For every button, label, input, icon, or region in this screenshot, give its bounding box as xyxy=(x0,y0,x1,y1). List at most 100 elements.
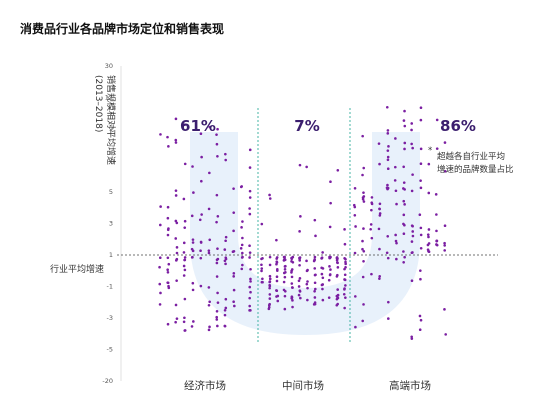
y-tick-label: 3 xyxy=(109,220,113,228)
brand-point xyxy=(240,243,244,247)
brand-point xyxy=(427,162,431,166)
brand-point xyxy=(199,240,203,244)
brand-point xyxy=(248,309,251,312)
brand-point xyxy=(419,318,423,322)
brand-point xyxy=(403,109,406,113)
brand-point xyxy=(386,155,390,159)
brand-point xyxy=(268,297,272,300)
segment-dividers xyxy=(257,108,351,344)
brand-point xyxy=(191,238,195,241)
brand-point xyxy=(327,278,331,282)
brand-point xyxy=(183,258,186,262)
brand-point xyxy=(166,322,170,326)
brand-point xyxy=(208,325,211,329)
brand-point xyxy=(411,230,415,233)
brand-point xyxy=(216,324,219,328)
brand-point xyxy=(336,168,340,172)
brand-point xyxy=(233,304,236,308)
brand-point xyxy=(183,219,187,223)
brand-point xyxy=(299,296,302,300)
brand-point xyxy=(239,247,243,250)
brand-point xyxy=(240,267,244,271)
brand-points xyxy=(158,105,447,340)
brand-point xyxy=(410,279,414,283)
brand-point xyxy=(313,258,316,261)
brand-point xyxy=(248,244,251,247)
brand-point xyxy=(159,223,162,227)
brand-point xyxy=(216,247,219,250)
brand-point xyxy=(419,118,423,122)
brand-point xyxy=(174,194,178,197)
brand-point xyxy=(418,328,422,332)
brand-point xyxy=(299,215,302,218)
brand-point xyxy=(329,255,332,259)
brand-point xyxy=(190,256,194,259)
brand-point xyxy=(283,275,287,279)
brand-point xyxy=(261,277,264,281)
brand-point xyxy=(403,203,406,206)
brand-point xyxy=(353,187,357,190)
brand-point xyxy=(305,282,309,286)
brand-point xyxy=(241,263,244,267)
brand-point xyxy=(159,291,162,295)
brand-point xyxy=(240,226,243,229)
brand-point xyxy=(344,260,347,264)
brand-point xyxy=(198,218,202,222)
brand-point xyxy=(182,264,186,268)
brand-point xyxy=(427,250,431,254)
brand-point xyxy=(291,299,294,302)
brand-point xyxy=(191,281,195,285)
brand-point xyxy=(361,275,365,279)
y-tick-label: -5 xyxy=(107,346,113,354)
brand-point xyxy=(386,132,390,135)
brand-point xyxy=(182,241,186,245)
brand-point xyxy=(290,282,294,285)
brand-point xyxy=(320,256,324,259)
brand-point xyxy=(395,257,398,261)
brand-point xyxy=(183,256,187,259)
brand-point xyxy=(343,288,346,291)
brand-point xyxy=(260,269,263,273)
brand-point xyxy=(335,294,339,298)
brand-point xyxy=(362,250,366,253)
brand-point xyxy=(427,191,431,195)
brand-point xyxy=(166,228,170,232)
brand-point xyxy=(394,165,397,169)
brand-point xyxy=(290,268,294,271)
brand-point xyxy=(377,142,381,145)
brand-point xyxy=(313,296,317,299)
brand-point xyxy=(232,275,236,278)
brand-point xyxy=(402,181,406,184)
brand-point xyxy=(291,260,295,264)
brand-point xyxy=(410,240,414,243)
brand-point xyxy=(361,239,364,243)
brand-point xyxy=(297,285,301,288)
brand-point xyxy=(321,251,324,254)
brand-point xyxy=(290,271,293,274)
brand-point xyxy=(248,212,252,216)
brand-point xyxy=(343,228,346,231)
brand-point xyxy=(410,335,413,339)
brand-point xyxy=(343,242,347,246)
brand-point xyxy=(419,147,423,151)
brand-point xyxy=(385,251,389,255)
brand-point xyxy=(248,251,252,254)
brand-point xyxy=(207,251,211,255)
brand-point xyxy=(426,243,430,247)
brand-point xyxy=(175,221,179,225)
y-tick-label: -3 xyxy=(107,314,113,322)
brand-point xyxy=(174,237,178,240)
brand-point xyxy=(224,262,227,266)
brand-point xyxy=(336,302,339,306)
brand-point xyxy=(290,296,294,299)
brand-point xyxy=(215,193,219,197)
brand-point xyxy=(427,235,430,239)
brand-point xyxy=(192,320,195,323)
u-shape-band xyxy=(190,132,420,335)
brand-point xyxy=(215,275,219,278)
brand-point xyxy=(248,207,251,210)
brand-point xyxy=(402,232,406,236)
brand-point xyxy=(419,246,423,250)
brand-point xyxy=(435,243,438,246)
